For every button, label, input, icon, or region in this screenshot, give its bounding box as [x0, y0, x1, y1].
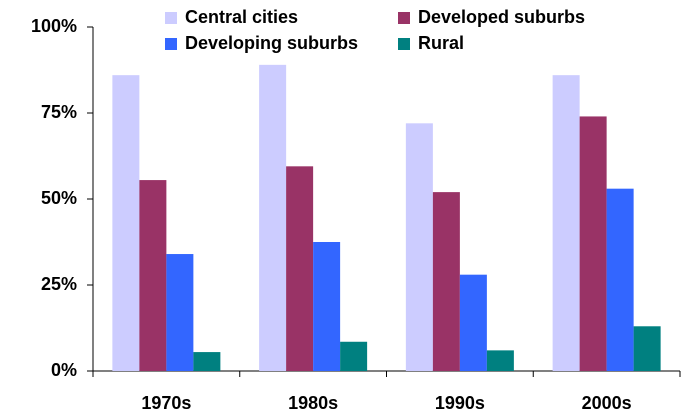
bar — [486, 350, 514, 371]
bar — [139, 180, 167, 371]
legend-marker — [165, 38, 177, 50]
y-tick-label: 100% — [31, 16, 77, 36]
y-tick-label: 50% — [41, 188, 77, 208]
legend-label: Developed suburbs — [418, 7, 585, 27]
bar — [459, 274, 487, 371]
bar — [405, 123, 433, 371]
x-tick-label: 1980s — [288, 393, 338, 413]
bar — [633, 326, 661, 371]
y-tick-label: 75% — [41, 102, 77, 122]
bar — [112, 75, 140, 371]
bar — [286, 166, 314, 371]
legend-marker — [398, 12, 410, 24]
bar — [432, 192, 460, 371]
x-tick-label: 1990s — [435, 393, 485, 413]
bar — [193, 352, 221, 371]
y-tick-label: 25% — [41, 274, 77, 294]
legend-label: Rural — [418, 33, 464, 53]
x-tick-label: 1970s — [141, 393, 191, 413]
legend-marker — [398, 38, 410, 50]
bar — [579, 116, 607, 371]
bar — [340, 341, 368, 371]
bar — [166, 254, 194, 371]
legend-label: Developing suburbs — [185, 33, 358, 53]
bar — [552, 75, 580, 371]
legend-label: Central cities — [185, 7, 298, 27]
y-tick-label: 0% — [51, 360, 77, 380]
legend-marker — [165, 12, 177, 24]
bar — [313, 242, 341, 371]
x-tick-label: 2000s — [582, 393, 632, 413]
bar — [606, 188, 634, 371]
bar — [259, 64, 287, 371]
